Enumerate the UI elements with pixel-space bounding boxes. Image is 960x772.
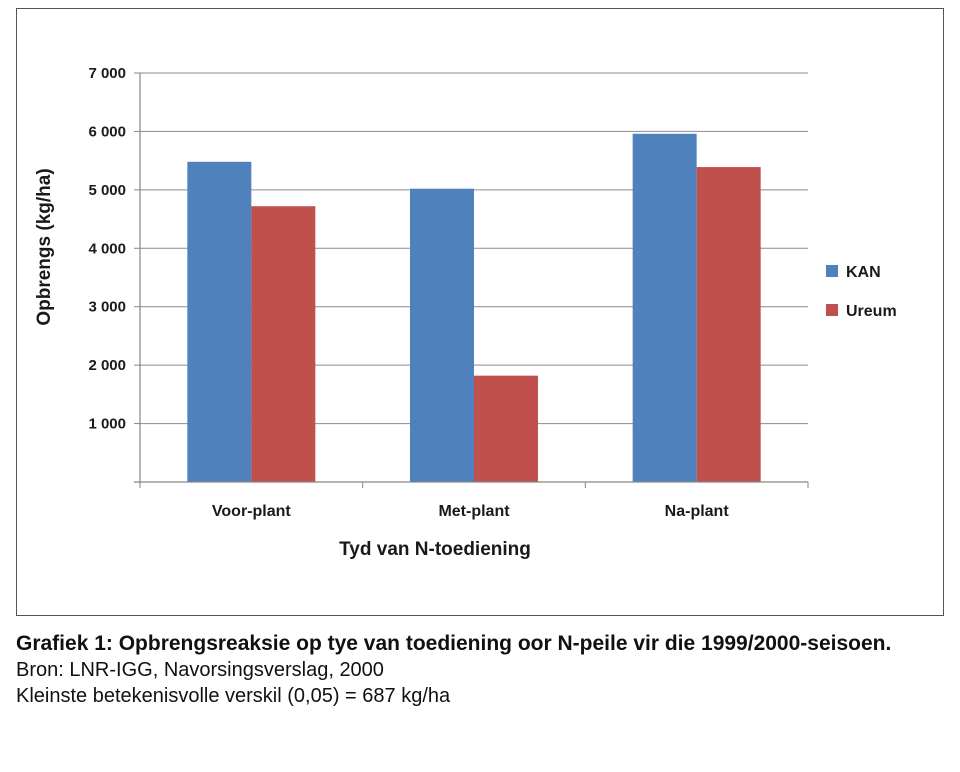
caption-title: Grafiek 1: Opbrengsreaksie op tye van to…: [16, 632, 892, 655]
y-tick-label: 3 000: [88, 299, 126, 316]
y-tick-label: 4 000: [88, 240, 126, 257]
bar-kan-na-plant: [632, 133, 697, 482]
x-tick-label: Na-plant: [665, 503, 730, 520]
legend-swatch-ureum: [826, 304, 838, 316]
bar-kan-voor-plant: [187, 161, 252, 482]
y-tick-label: 7 000: [88, 65, 126, 82]
bar-chart: 1 000 2 000 3 000 4 000 5 000 6 000 7 000 Voor-…: [34, 65, 897, 560]
y-axis-label: Opbrengs (kg/ha): [34, 168, 55, 325]
legend-swatch-kan: [826, 265, 838, 277]
caption-note: Kleinste betekenisvolle verskil (0,05) =…: [16, 685, 451, 707]
y-tick-label: 6 000: [88, 123, 126, 140]
x-tick-label: Voor-plant: [212, 503, 291, 520]
figure-caption: Grafiek 1: Opbrengsreaksie op tye van to…: [16, 630, 946, 709]
caption-source: Bron: LNR-IGG, Navorsingsverslag, 2000: [16, 659, 384, 681]
bar-kan-met-plant: [410, 188, 474, 482]
chart-frame: [16, 8, 944, 616]
x-tick-label: Met-plant: [438, 503, 510, 520]
bar-ureum-na-plant: [696, 167, 761, 482]
legend-label-kan: KAN: [846, 264, 881, 281]
legend-label-ureum: Ureum: [846, 303, 897, 320]
x-axis-label: Tyd van N-toediening: [339, 539, 531, 560]
bar-ureum-met-plant: [474, 375, 538, 482]
bar-ureum-voor-plant: [251, 206, 316, 482]
y-tick-label: 5 000: [88, 182, 126, 199]
y-tick-label: 2 000: [88, 357, 126, 374]
y-tick-label: 1 000: [88, 416, 126, 433]
